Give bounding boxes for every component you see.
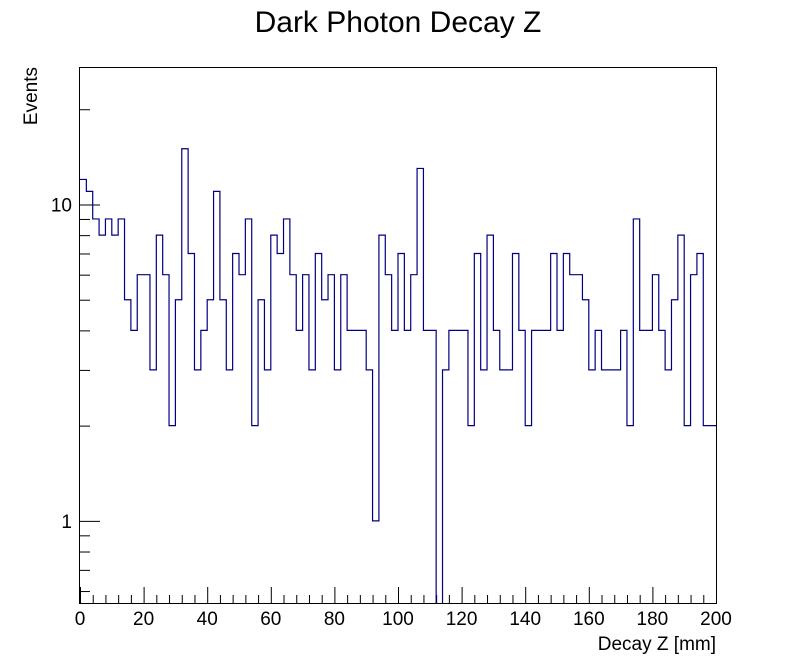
x-tick-label: 120 (446, 609, 478, 630)
x-tick-label: 140 (509, 609, 541, 630)
plot-frame (79, 67, 717, 604)
y-tick-label: 10 (51, 195, 72, 216)
x-tick-label: 40 (197, 609, 218, 630)
chart-title: Dark Photon Decay Z (255, 6, 542, 39)
x-tick-labels: 0 20 40 60 80 100 120 140 160 180 200 (75, 609, 732, 630)
x-tick-label: 100 (382, 609, 414, 630)
histogram-line (80, 148, 716, 603)
y-tick-labels: 1 10 (51, 195, 72, 532)
x-tick-label: 200 (700, 609, 732, 630)
x-tick-label: 0 (75, 609, 86, 630)
x-tick-label: 60 (260, 609, 281, 630)
x-axis-label: Decay Z [mm] (598, 634, 716, 655)
x-tick-label: 80 (324, 609, 345, 630)
x-tick-label: 180 (637, 609, 669, 630)
y-axis-label: Events (21, 67, 42, 125)
y-tick-label: 1 (61, 512, 72, 533)
x-tick-label: 160 (573, 609, 605, 630)
axis-ticks (80, 109, 717, 603)
x-tick-label: 20 (133, 609, 154, 630)
